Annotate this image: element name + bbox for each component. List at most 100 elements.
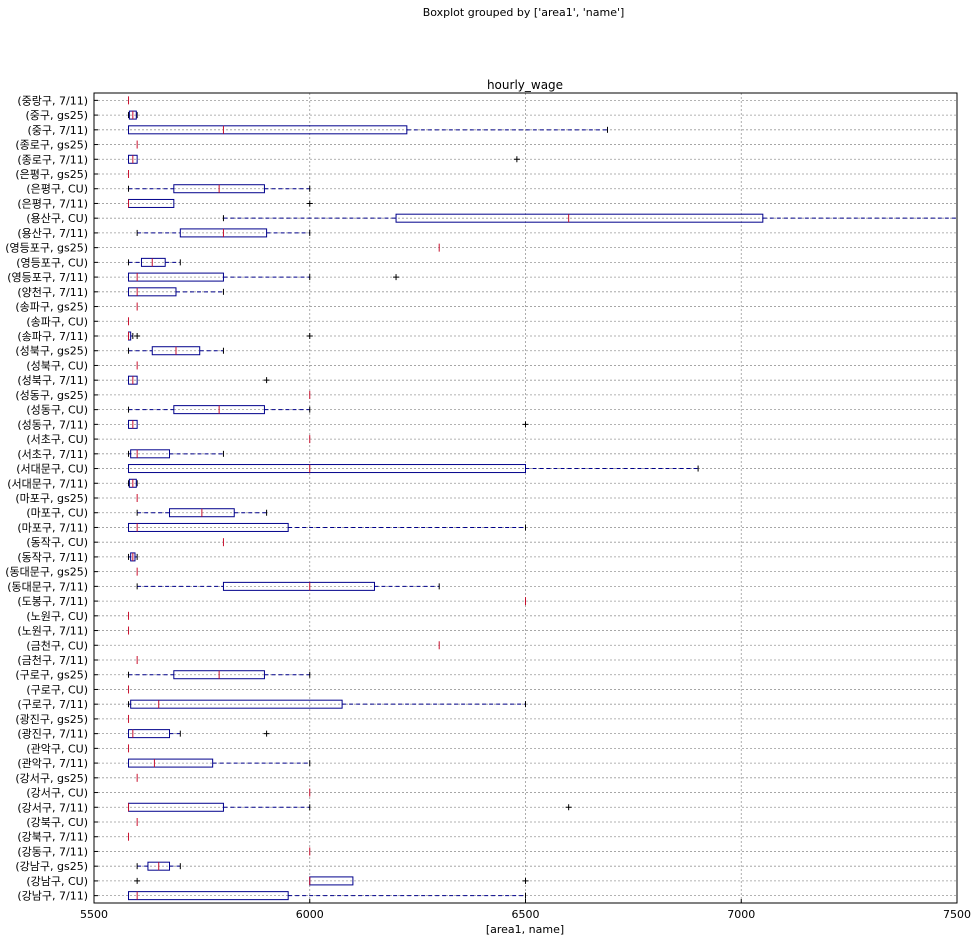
y-tick-label: (강동구, 7/11) (17, 845, 88, 858)
chart-title: hourly_wage (487, 78, 563, 92)
y-tick-label: (서초구, 7/11) (17, 448, 88, 461)
y-tick-label: (광진구, 7/11) (17, 728, 88, 741)
box-group (128, 802, 572, 812)
box-group (128, 110, 138, 120)
y-tick-label: (마포구, CU) (26, 507, 88, 520)
y-tick-label: (송파구, gs25) (15, 301, 88, 314)
box-iqr (128, 464, 527, 474)
box-group (128, 478, 138, 488)
y-tick-label: (구로구, 7/11) (17, 698, 88, 711)
y-tick-label: (강남구, CU) (26, 875, 88, 888)
x-tick-labels: 5500 6000 6500 7000 7500 (80, 908, 971, 921)
y-tick-label: (영등포구, gs25) (5, 242, 88, 255)
box-iqr (395, 213, 764, 223)
x-tick-label: 7500 (943, 908, 971, 921)
box-group (128, 375, 270, 385)
box-group (128, 670, 311, 680)
y-tick-label: (성동구, gs25) (15, 389, 88, 402)
y-tick-label: (도봉구, 7/11) (17, 595, 88, 608)
y-tick-label: (영등포구, 7/11) (7, 271, 88, 284)
y-tick-label: (마포구, 7/11) (17, 521, 88, 534)
y-tick-label: (금천구, CU) (26, 638, 88, 652)
y-tick-label: (동대문구, 7/11) (7, 580, 88, 593)
y-tick-label: (강북구, 7/11) (17, 831, 88, 844)
flier-marker (306, 333, 313, 339)
plot-area-frame (93, 92, 958, 904)
box-group (128, 257, 181, 267)
y-tick-label: (중구, gs25) (25, 109, 88, 122)
y-tick-label: (금천구, 7/11) (17, 653, 88, 667)
x-tick-label: 7000 (727, 908, 755, 921)
box-group (128, 405, 311, 415)
y-tick-label: (서초구, CU) (26, 433, 88, 446)
box-iqr (130, 449, 171, 459)
y-tick-label: (용산구, CU) (26, 212, 88, 225)
y-tick-label: (강서구, gs25) (15, 772, 88, 785)
box-iqr (128, 891, 289, 901)
box-group (128, 758, 311, 768)
box-group (136, 228, 311, 238)
y-tick-label: (동작구, 7/11) (17, 551, 88, 564)
box-layer (128, 96, 958, 901)
box-iqr (128, 287, 177, 297)
box-iqr (128, 522, 289, 532)
y-tick-label: (은평구, 7/11) (17, 197, 88, 210)
flier-marker (522, 877, 529, 884)
y-tick-label: (성북구, 7/11) (17, 374, 88, 387)
box-iqr (128, 125, 408, 135)
y-tick-label: (동대문구, gs25) (5, 566, 88, 579)
y-tick-label: (동작구, CU) (26, 536, 88, 549)
box-group (136, 508, 268, 518)
box-group (128, 552, 138, 562)
y-tick-label: (영등포구, CU) (16, 256, 88, 269)
flier-marker (263, 730, 270, 737)
figure-suptitle: Boxplot grouped by ['area1', 'name'] (422, 6, 625, 19)
flier-marker (134, 877, 141, 884)
y-tick-label: (종로구, gs25) (15, 139, 88, 152)
y-tick-label: (종로구, 7/11) (17, 153, 88, 166)
box-group (128, 154, 520, 164)
y-tick-labels: (강남구, 7/11) (강남구, CU) (강남구, gs25) (강동구, 7/1… (5, 94, 88, 902)
box-group (128, 464, 699, 474)
box-iqr (140, 257, 166, 267)
box-group (128, 184, 311, 194)
box-group (136, 861, 181, 871)
y-tick-label: (은평구, CU) (26, 183, 88, 196)
box-iqr (222, 581, 375, 591)
box-group (128, 699, 526, 709)
flier-marker (306, 200, 313, 207)
box-group (128, 198, 313, 208)
x-tick-label: 6500 (512, 908, 540, 921)
box-iqr (130, 699, 343, 709)
box-group (136, 581, 440, 591)
flier-marker (263, 377, 270, 384)
y-tick-label: (송파구, CU) (26, 315, 88, 328)
box-group (134, 876, 529, 886)
box-group (128, 419, 529, 429)
box-group (128, 125, 608, 135)
y-tick-label: (성동구, 7/11) (17, 418, 88, 431)
box-group (128, 272, 400, 282)
x-tick-label: 6000 (296, 908, 324, 921)
y-tick-label: (구로구, gs25) (15, 669, 88, 682)
box-iqr (128, 758, 214, 768)
box-iqr (128, 729, 171, 739)
y-tick-label: (서대문구, 7/11) (7, 477, 88, 490)
box-iqr (128, 272, 224, 282)
flier-marker (522, 421, 529, 428)
y-tick-label: (은평구, gs25) (15, 168, 88, 181)
box-group (128, 331, 313, 341)
y-tick-label: (마포구, gs25) (15, 492, 88, 505)
y-tick-label: (용산구, 7/11) (17, 227, 88, 240)
box-group (128, 287, 224, 297)
flier-marker (134, 333, 141, 339)
y-tick-label: (서대문구, CU) (16, 463, 88, 476)
y-tick-label: (구로구, CU) (26, 683, 88, 696)
box-group (128, 729, 270, 739)
y-tick-label: (강서구, 7/11) (17, 801, 88, 814)
y-tick-label: (노원구, 7/11) (17, 625, 88, 638)
y-tick-label: (광진구, gs25) (15, 713, 88, 726)
y-tick-label: (성북구, gs25) (15, 345, 88, 358)
y-tick-label: (관악구, 7/11) (17, 757, 88, 770)
flier-marker (513, 156, 520, 163)
